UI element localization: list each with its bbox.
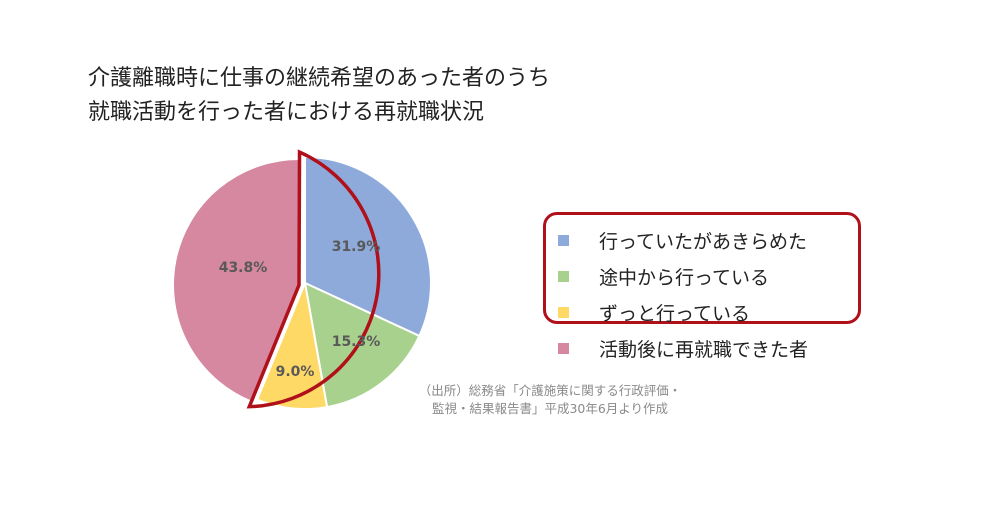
legend-label: 活動後に再就職できた者 <box>599 338 809 361</box>
legend-item-gave-up: 行っていたがあきらめた <box>555 222 808 258</box>
pie-slice-reemployed <box>172 157 300 403</box>
pie-slice-continuing <box>255 279 329 410</box>
legend-item-continuing: ずっと行っている <box>555 294 808 330</box>
pie-slice-gave-up <box>304 155 432 338</box>
pie-data-label: 15.3% <box>332 334 381 350</box>
source-note: （出所）総務省「介護施策に関する行政評価・ 監視・結果報告書」平成30年6月より… <box>405 382 695 418</box>
legend-swatch-pink-icon <box>558 342 569 354</box>
legend-swatch-blue-icon <box>558 234 569 246</box>
legend-swatch-green-icon <box>558 270 569 282</box>
source-line-2: 監視・結果報告書」平成30年6月より作成 <box>431 401 669 416</box>
legend-label: 途中から行っている <box>599 266 770 289</box>
pie-data-label: 31.9% <box>332 239 381 255</box>
legend-label: ずっと行っている <box>599 302 751 325</box>
pie-data-label: 43.8% <box>219 260 268 276</box>
legend-item-started-midway: 途中から行っている <box>555 258 808 294</box>
chart-title: 介護離職時に仕事の継続希望のあった者のうち 就職活動を行った者における再就職状況 <box>88 62 550 130</box>
chart-title-line-2: 就職活動を行った者における再就職状況 <box>88 100 485 125</box>
legend-label: 行っていたがあきらめた <box>599 230 808 253</box>
source-line-1: （出所）総務省「介護施策に関する行政評価・ <box>418 383 682 398</box>
legend: 行っていたがあきらめた 途中から行っている ずっと行っている 活動後に再就職でき… <box>555 222 808 366</box>
pie-highlight-outline <box>246 149 381 409</box>
legend-swatch-yellow-icon <box>558 306 569 318</box>
legend-highlight-box <box>543 212 861 324</box>
chart-title-line-1: 介護離職時に仕事の継続希望のあった者のうち <box>88 66 551 91</box>
pie-slice-started-midway <box>303 281 421 409</box>
legend-item-reemployed: 活動後に再就職できた者 <box>555 330 808 366</box>
pie-data-label: 9.0% <box>276 364 315 380</box>
